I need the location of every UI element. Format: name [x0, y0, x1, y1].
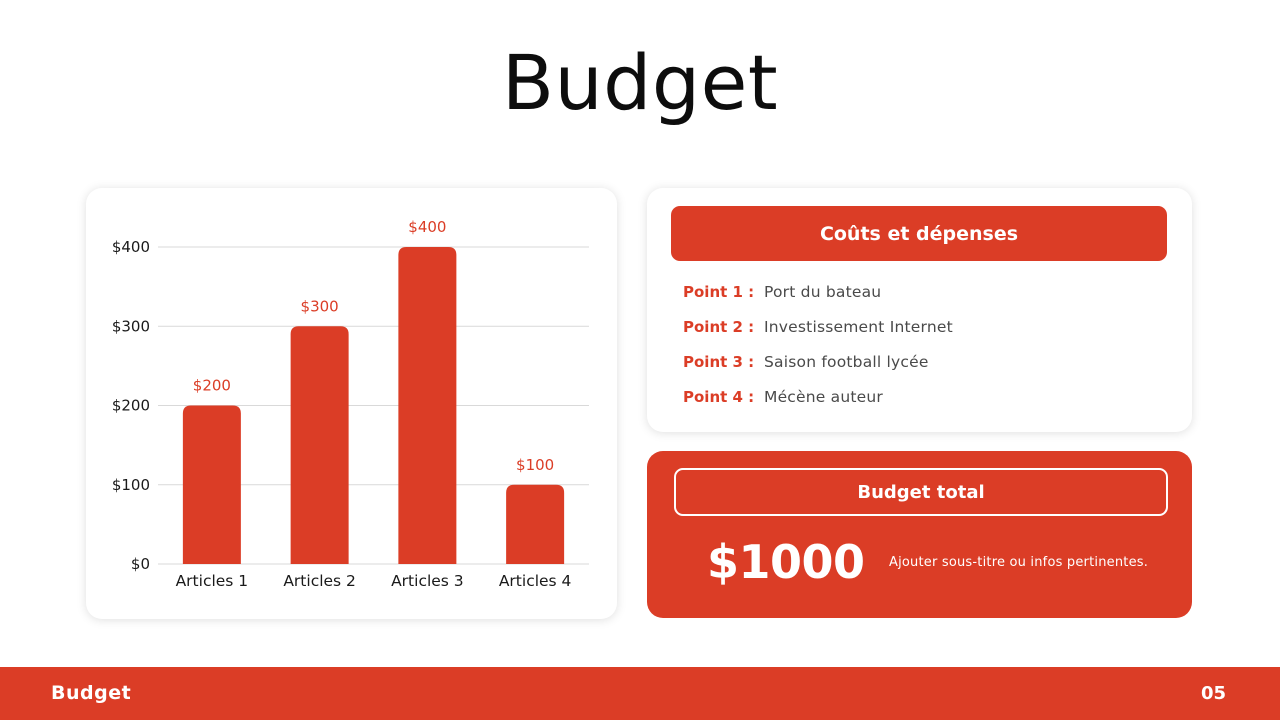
list-item: Point 3 : Saison football lycée [683, 344, 953, 379]
footer-bar: Budget 05 [0, 667, 1280, 720]
y-tick-label: $400 [112, 238, 150, 256]
bar [290, 326, 349, 564]
point-label: Point 1 : [683, 282, 755, 301]
total-card: Budget total $1000 Ajouter sous-titre ou… [647, 451, 1192, 618]
list-item: Point 2 : Investissement Internet [683, 309, 953, 344]
y-tick-label: $0 [131, 555, 150, 573]
total-label: Budget total [674, 468, 1168, 516]
data-label: $100 [516, 456, 554, 474]
point-label: Point 2 : [683, 317, 755, 336]
costs-card: Coûts et dépenses Point 1 : Port du bate… [647, 188, 1192, 432]
point-label: Point 3 : [683, 352, 755, 371]
page-title: Budget [501, 38, 779, 127]
x-tick-label: Articles 4 [499, 572, 572, 590]
bar [182, 405, 241, 564]
data-label: $400 [408, 218, 446, 236]
list-item: Point 4 : Mécène auteur [683, 379, 953, 414]
x-tick-label: Articles 2 [283, 572, 356, 590]
data-label: $200 [193, 377, 231, 395]
total-subtitle: Ajouter sous-titre ou infos pertinentes. [889, 555, 1149, 570]
bar-chart: $0 $100 $200 $300 $400 $200 Articles 1 $300 Arti… [112, 218, 589, 590]
bar [506, 484, 565, 564]
x-tick-label: Articles 1 [176, 572, 249, 590]
point-label: Point 4 : [683, 387, 755, 406]
chart-card: $0 $100 $200 $300 $400 $200 Articles 1 $300 Arti… [86, 188, 617, 619]
point-text: Mécène auteur [764, 387, 883, 406]
costs-header: Coûts et dépenses [671, 206, 1167, 261]
point-text: Saison football lycée [764, 352, 929, 371]
x-tick-label: Articles 3 [391, 572, 464, 590]
data-label: $300 [301, 297, 339, 315]
page-number: 05 [1200, 683, 1226, 704]
point-text: Port du bateau [764, 282, 882, 301]
y-tick-label: $200 [112, 397, 150, 415]
total-amount: $1000 [707, 535, 865, 589]
points-list: Point 1 : Port du bateau Point 2 : Inves… [683, 274, 953, 414]
footer-title: Budget [51, 682, 132, 704]
y-tick-label: $300 [112, 317, 150, 335]
point-text: Investissement Internet [764, 317, 953, 336]
y-tick-label: $100 [112, 476, 150, 494]
bar [398, 247, 457, 564]
list-item: Point 1 : Port du bateau [683, 274, 953, 309]
